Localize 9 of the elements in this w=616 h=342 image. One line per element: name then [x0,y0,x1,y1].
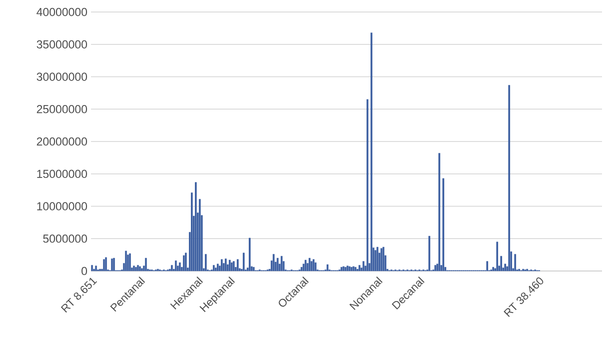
y-tick-label: 0 [82,266,88,276]
y-tick-label: 40000000 [36,8,88,16]
y-tick-label: 35000000 [36,40,88,48]
y-tick-label: 15000000 [37,170,88,178]
y-tick-label: 20000000 [36,137,88,146]
y-tick-label: 25000000 [36,105,88,114]
y-tick-label: 30000000 [36,72,88,81]
y-tick-label: 5000000 [43,234,88,243]
y-tick-label: 10000000 [37,202,88,210]
